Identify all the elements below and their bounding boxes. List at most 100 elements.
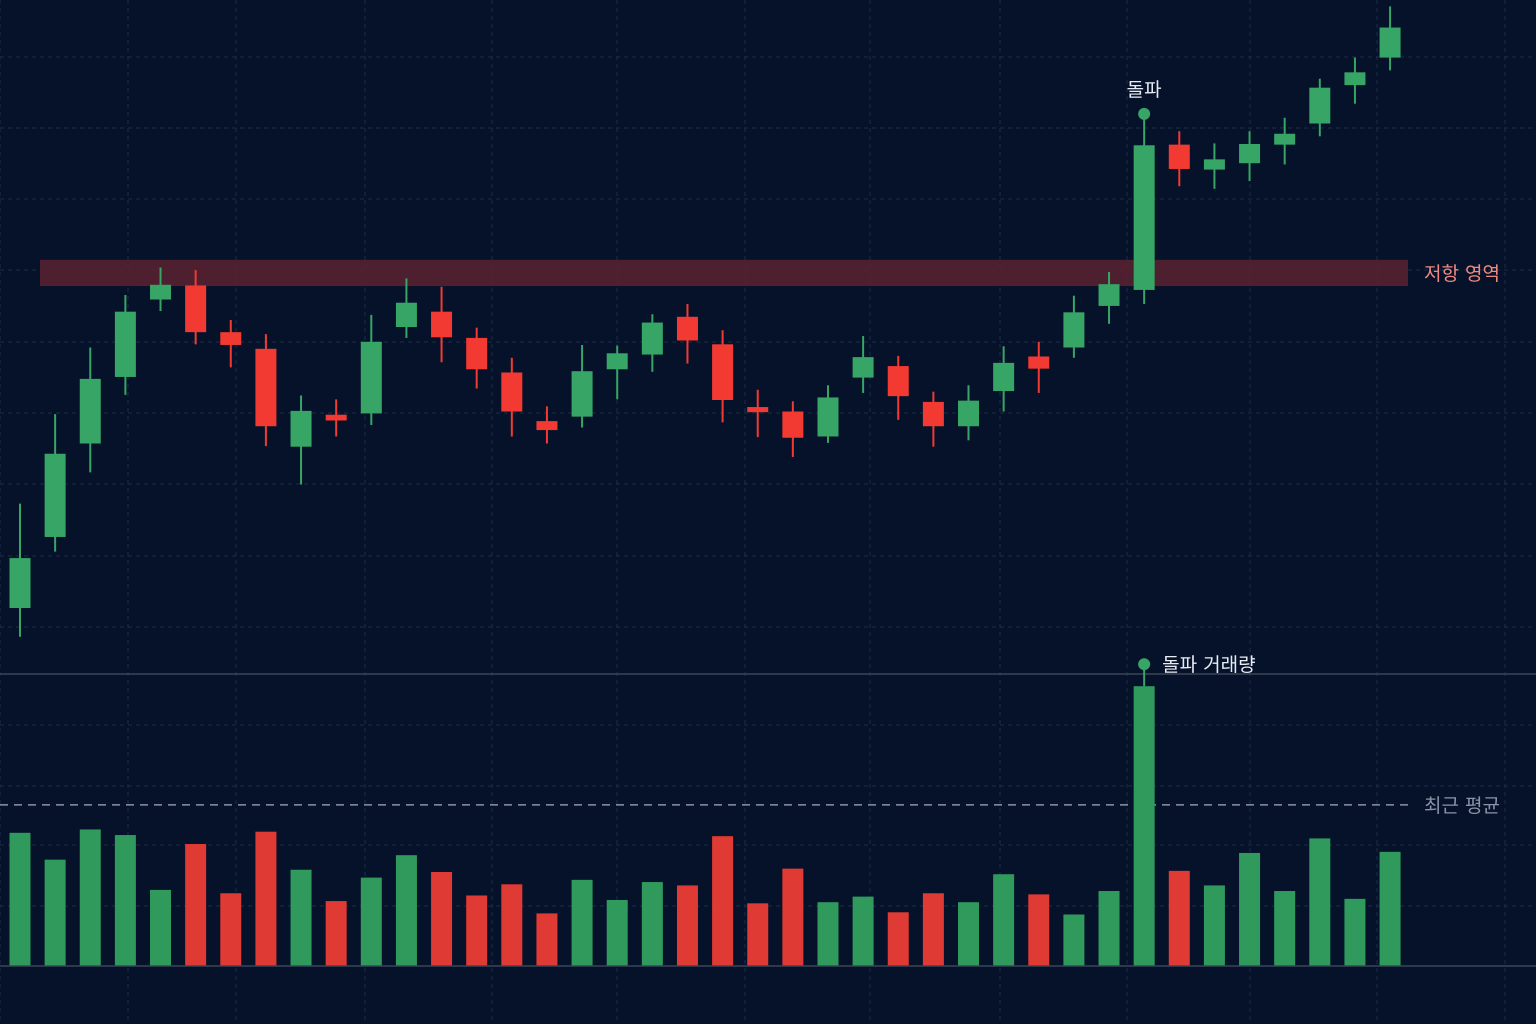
candle-body (290, 410, 312, 447)
volume-bar (1203, 885, 1225, 966)
price-candles (9, 6, 1401, 637)
volume-bar (1239, 852, 1261, 966)
volume-bar (958, 902, 980, 966)
resistance-zone (40, 259, 1408, 287)
volume-bar (1309, 838, 1331, 966)
candle (887, 355, 909, 420)
candle (782, 401, 804, 457)
volume-bar (220, 893, 242, 966)
volume-bar (641, 882, 663, 966)
volume-bar (501, 884, 523, 966)
candle-body (676, 316, 698, 341)
candle-body (395, 302, 417, 328)
volume-bar (1379, 851, 1401, 966)
candle (606, 345, 628, 400)
volume-bar (79, 829, 101, 966)
candle-body (466, 337, 488, 370)
volume-bar (747, 903, 769, 966)
candle (325, 399, 347, 437)
candle (79, 347, 101, 473)
candle-body (150, 284, 172, 300)
candle (255, 334, 277, 447)
volume-bar (44, 859, 66, 966)
candle (536, 406, 558, 444)
candle-body (1379, 27, 1401, 58)
candle-body (1309, 87, 1331, 124)
volume-bar (606, 899, 628, 966)
volume-bar (536, 913, 558, 966)
candle (220, 320, 242, 368)
resistance-zone-label: 저항 영역 (1424, 263, 1500, 285)
volume-bar (887, 912, 909, 966)
candle-body (325, 414, 347, 421)
candle (1133, 113, 1155, 304)
volume-bar (9, 832, 31, 966)
candle-body (9, 558, 31, 608)
volume-bars (9, 686, 1401, 966)
volume-bar (817, 902, 839, 966)
candle-body (747, 407, 769, 413)
candle (1098, 272, 1120, 324)
candle (1063, 295, 1085, 358)
volume-bar (395, 855, 417, 966)
candle (431, 286, 453, 363)
candle (1239, 131, 1261, 182)
volume-bar (150, 889, 172, 966)
candle (395, 278, 417, 338)
candle (44, 414, 66, 552)
candle (747, 389, 769, 438)
volume-average-label: 최근 평균 (1424, 795, 1500, 817)
volume-bar (852, 896, 874, 966)
candle (1028, 341, 1050, 393)
volume-bar (255, 831, 277, 966)
candle-body (114, 311, 136, 377)
candle-body (922, 401, 944, 427)
candle-body (1098, 284, 1120, 306)
candle-body (255, 348, 277, 427)
volume-bar (360, 877, 382, 966)
candle-body (817, 397, 839, 437)
candle-body (606, 353, 628, 370)
candle-body (44, 453, 66, 537)
volume-bar (571, 879, 593, 966)
candle (641, 314, 663, 372)
candle (993, 346, 1015, 412)
candle-body (431, 311, 453, 338)
volume-bar (114, 835, 136, 966)
candle (1379, 6, 1401, 71)
breakout-volume-annotation: 돌파 거래량 (1162, 654, 1255, 676)
volume-bar (712, 836, 734, 966)
candle-body (501, 372, 523, 412)
candle-body (993, 362, 1015, 392)
volume-bar (1344, 898, 1366, 966)
candle-body (571, 371, 593, 417)
candle-body (1063, 312, 1085, 348)
candle-body (1344, 72, 1366, 86)
volume-bar (782, 868, 804, 966)
volume-bar (922, 893, 944, 966)
candle-body (782, 411, 804, 438)
candle-body (1028, 356, 1050, 369)
candle (150, 267, 172, 312)
candle-body (185, 285, 207, 333)
candle-body (1239, 144, 1261, 164)
candle (290, 395, 312, 485)
breakout-volume-marker-dot (1138, 658, 1151, 671)
candle (185, 270, 207, 345)
candle-body (641, 322, 663, 355)
candle (1309, 78, 1331, 137)
candle-body (887, 366, 909, 397)
volume-bar (1028, 894, 1050, 966)
candle-body (1133, 145, 1155, 290)
candle (676, 304, 698, 364)
volume-bar (1063, 914, 1085, 966)
candle (1344, 57, 1366, 104)
candle-body (536, 421, 558, 431)
candle (571, 344, 593, 428)
candle (712, 330, 734, 423)
candle (922, 391, 944, 447)
candle-body (1203, 159, 1225, 170)
volume-bar (1098, 891, 1120, 966)
